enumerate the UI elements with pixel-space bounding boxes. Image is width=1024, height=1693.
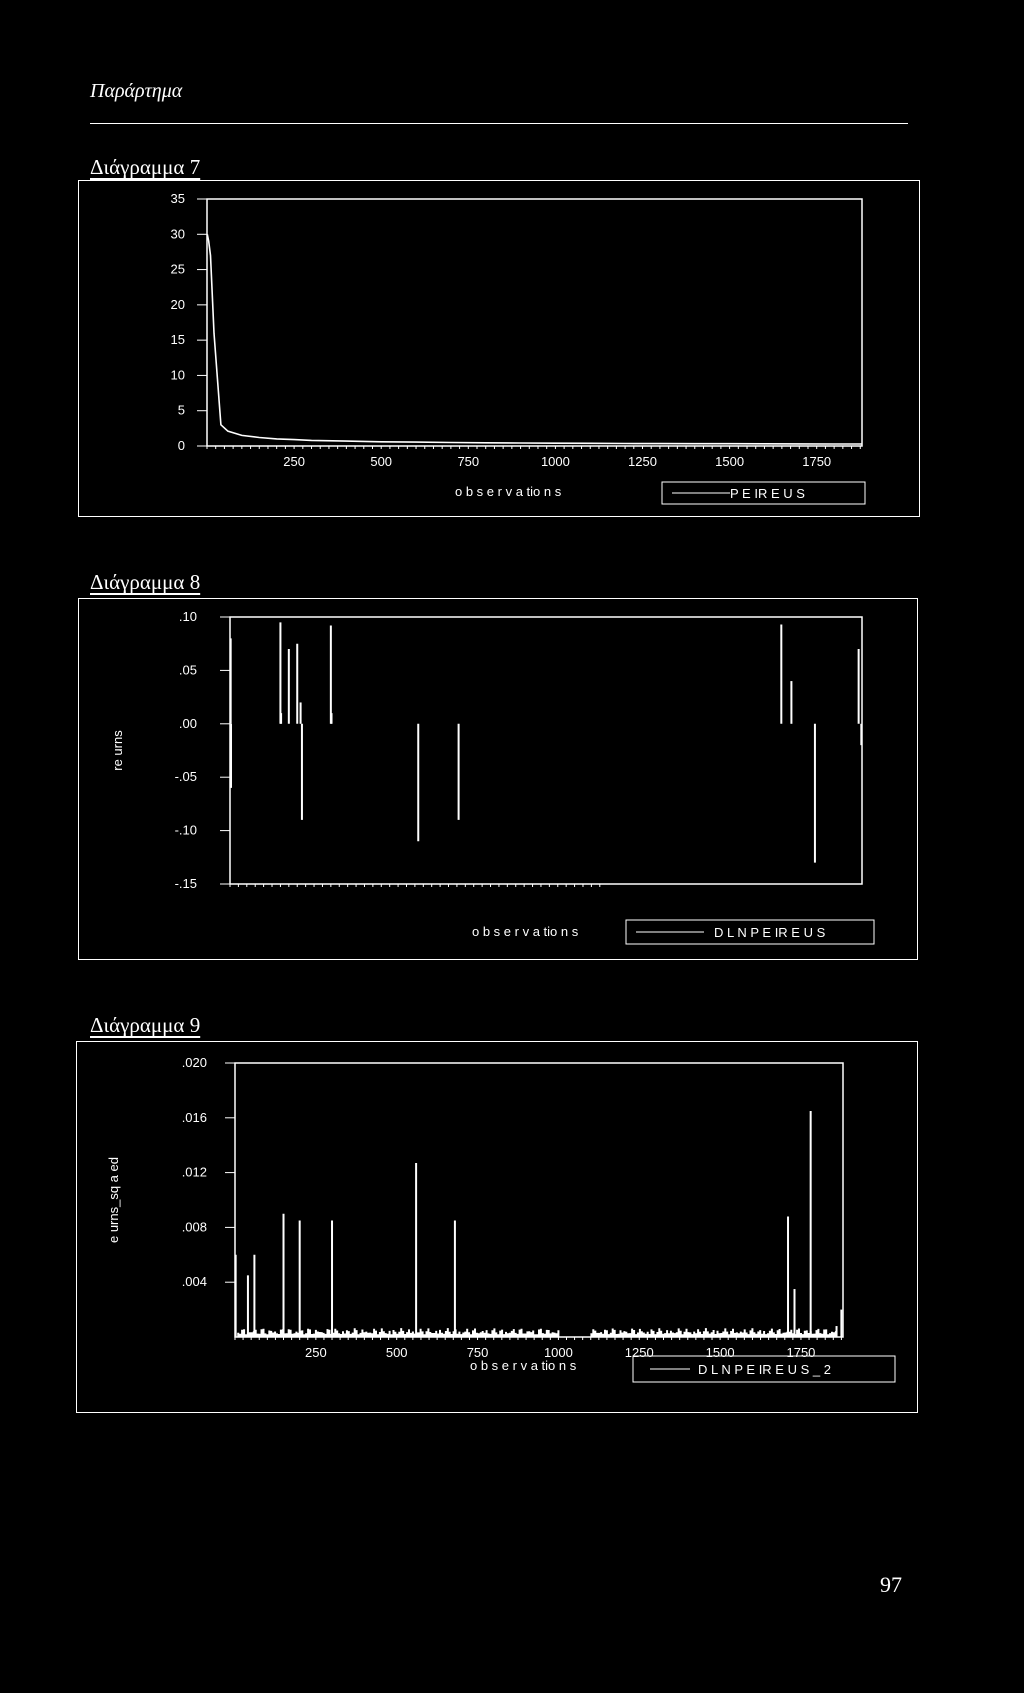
figure-7-xtick-label: 1500 [715,454,744,469]
figure-9-xtick-label: 1000 [544,1345,573,1360]
figure-7-ytick-label: 30 [171,226,185,241]
figure-7-legend-box [661,481,866,505]
figure-9-ytick-label: .004 [182,1274,207,1289]
figure-9-plot-area [234,1062,844,1338]
header-divider [90,123,908,124]
figure-9-ytick-label: .016 [182,1110,207,1125]
figure-8-ytick-label: -.10 [175,823,197,838]
figure-8-legend-label: D L N P E IR E U S [714,925,826,940]
figure-8-ytick-label: .05 [179,662,197,677]
figure-7-xtick-label: 1750 [802,454,831,469]
figure-8-ytick-label: .10 [179,609,197,624]
figure-7-ytick-label: 20 [171,297,185,312]
figure-7-ytick-label: 0 [178,438,185,453]
figure-9-title: Διάγραμμα 9 [90,1013,201,1037]
figure-9-frame [76,1041,918,1413]
figure-9-xtick-label: 750 [467,1345,489,1360]
figure-7-frame [78,180,920,517]
figure-9-xlabel: o b s e r v a tio n s [470,1358,577,1373]
figure-8-plot-area [229,616,863,885]
figure-9-ytick-label: .020 [182,1055,207,1070]
figure-8-ylabel: re urns [110,730,125,771]
figure-7-ytick-label: 15 [171,332,185,347]
figure-9-xtick-label: 1500 [706,1345,735,1360]
figure-7-series-line [206,234,862,445]
figure-7-plot-area [206,198,863,447]
figure-9-legend-box [632,1355,896,1383]
figure-8-frame [78,598,918,960]
figure-7-ytick-label: 5 [178,403,185,418]
figure-9-ylabel: e urns_sq a ed [106,1157,121,1243]
figure-7-xtick-label: 1000 [541,454,570,469]
figure-7-ytick-label: 25 [171,262,185,277]
figure-9-xtick-label: 1250 [625,1345,654,1360]
figure-7-ytick-label: 35 [171,191,185,206]
figure-7-title: Διάγραμμα 7 [90,155,201,179]
figure-9-legend-label: D L N P E IR E U S _ 2 [698,1362,831,1377]
figure-8-xlabel: o b s e r v a tio n s [472,924,579,939]
figure-9-ytick-label: .008 [182,1219,207,1234]
figure-9-ytick-label: .012 [182,1165,207,1180]
figure-8-ytick-label: -.15 [175,876,197,891]
figure-8-ytick-label: -.05 [175,769,197,784]
figure-9-series-noise [237,1328,837,1337]
page-number: 97 [880,1572,902,1597]
figure-7-legend-label: P E IR E U S [730,486,805,501]
figure-8-legend-box [625,919,875,945]
figure-7-xtick-label: 1250 [628,454,657,469]
figure-9-xtick-label: 1750 [786,1345,815,1360]
page-header-title: Παράρτημα [90,80,183,102]
figure-7-xtick-label: 750 [457,454,479,469]
figure-7-ytick-label: 10 [171,367,185,382]
figure-7-xlabel: o b s e r v a tio n s [455,484,562,499]
figure-7-xtick-label: 500 [370,454,392,469]
figure-9-xtick-label: 500 [386,1345,408,1360]
figure-8-title: Διάγραμμα 8 [90,570,201,594]
figure-8-ytick-label: .00 [179,716,197,731]
figure-7-xtick-label: 250 [283,454,305,469]
figure-9-xtick-label: 250 [305,1345,327,1360]
